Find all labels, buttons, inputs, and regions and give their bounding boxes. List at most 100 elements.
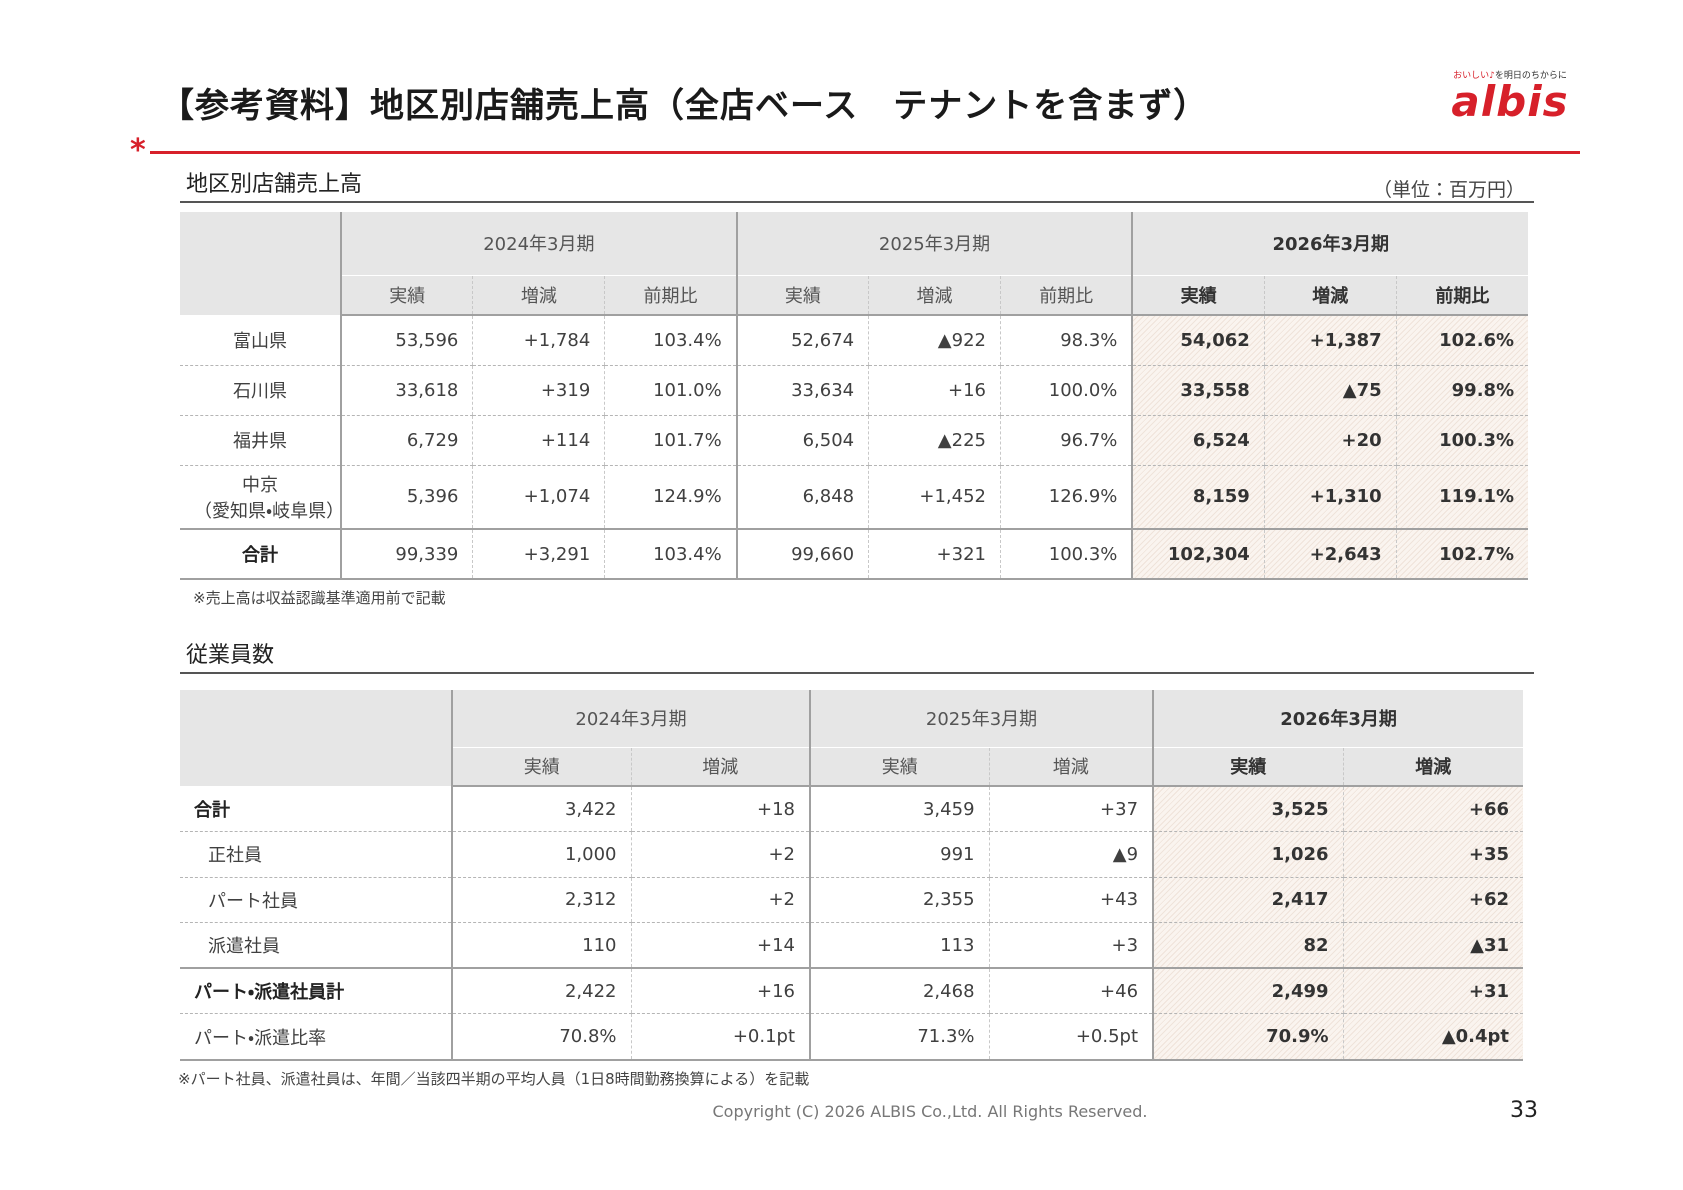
cell: 102,304: [1131, 528, 1265, 580]
table-body: 富山県 53,596 +1,784 103.4% 52,674 ▲922 98.3% 54,0…: [180, 315, 1529, 580]
data-row: パート社員 2,312 +2 2,355 +43 2,417 +62: [180, 877, 1524, 924]
subheader: 実績: [1131, 275, 1265, 316]
cell: 1,000: [451, 831, 631, 878]
cell: +43: [988, 877, 1154, 924]
cell: 70.8%: [451, 1013, 631, 1061]
logo-name: albis: [1451, 77, 1569, 126]
row-label: パート・派遣比率: [180, 1013, 452, 1061]
subheader: 増減: [630, 747, 811, 787]
cell: 6,729: [340, 415, 473, 466]
cell: 33,558: [1131, 365, 1265, 416]
unit: （単位：百万円）: [1372, 179, 1525, 201]
copyright: Copyright (C) 2026 ALBIS Co.,Ltd. All Ri…: [712, 1102, 1148, 1121]
row-label-line: 合計: [194, 799, 230, 821]
cell: 6,524: [1131, 415, 1265, 466]
cell: 99,660: [735, 528, 869, 580]
subheader-row: 実績 増減 前期比 実績 増減 前期比 実績 増減 前期比: [180, 275, 1529, 316]
row-label-line: （愛知県・岐阜県）: [194, 500, 345, 522]
subheader-row: 実績 増減 実績 増減 実績 増減: [180, 747, 1524, 787]
cell: 2,417: [1152, 877, 1344, 924]
row-label-line: 福井県: [233, 431, 287, 452]
row-label-line: 派遣社員: [208, 936, 280, 958]
table-head: 2024年3月期 2025年3月期 2026年3月期 実績 増減 実績 増減 実績 増減: [180, 690, 1524, 787]
cell: +62: [1342, 877, 1524, 924]
corner: [180, 212, 341, 316]
subheader: 増減: [988, 747, 1154, 787]
cell: 54,062: [1131, 315, 1265, 366]
table-body: 合計 3,422 +18 3,459 +37 3,525 +66 正社員 1,000 +2 991 ▲…: [180, 786, 1524, 1061]
row-label: 正社員: [180, 831, 452, 878]
cell: ▲0.4pt: [1342, 1013, 1524, 1061]
cell: 110: [451, 922, 631, 969]
cell: ▲225: [868, 415, 1001, 466]
cell: ▲922: [868, 315, 1001, 366]
period-header: 2026年3月期: [1131, 212, 1529, 276]
row-label-line: 正社員: [208, 845, 262, 867]
note: ※パート社員、派遣社員は、年間／当該四半期の平均人員（1日8時間勤務換算による）…: [178, 1070, 810, 1088]
cell: 2,422: [451, 967, 631, 1015]
cell: +1,452: [868, 465, 1001, 530]
cell: 99.8%: [1395, 365, 1529, 416]
cell: 102.7%: [1395, 528, 1529, 580]
cell: 6,504: [735, 415, 869, 466]
cell: 82: [1152, 922, 1344, 969]
cell: +20: [1263, 415, 1397, 466]
cell: ▲75: [1263, 365, 1397, 416]
cell: 3,459: [809, 786, 990, 833]
cell: 100.3%: [1395, 415, 1529, 466]
row-label-line: 富山県: [233, 331, 287, 352]
data-row: 合計 99,339 +3,291 103.4% 99,660 +321 100.3% 102,…: [180, 528, 1529, 580]
cell: +18: [630, 786, 811, 833]
cell: +14: [630, 922, 811, 969]
cell: +1,310: [1263, 465, 1397, 530]
cell: 98.3%: [999, 315, 1133, 366]
row-label: パート・派遣社員計: [180, 967, 452, 1015]
row-label-line: パート社員: [208, 890, 298, 912]
data-row: 中京 （愛知県・岐阜県） 5,396 +1,074 124.9% 6,848 +1,452 1…: [180, 465, 1529, 530]
subheader: 前期比: [1395, 275, 1529, 316]
period-header: 2025年3月期: [809, 690, 1154, 748]
cell: +0.1pt: [630, 1013, 811, 1061]
cell: 2,312: [451, 877, 631, 924]
cell: 1,026: [1152, 831, 1344, 878]
subheader: 前期比: [604, 275, 737, 316]
cell: ▲9: [988, 831, 1154, 878]
data-row: 正社員 1,000 +2 991 ▲9 1,026 +35: [180, 831, 1524, 878]
data-row: 福井県 6,729 +114 101.7% 6,504 ▲225 96.7% 6,524 +20…: [180, 415, 1529, 466]
subheader: 実績: [340, 275, 473, 316]
cell: 101.0%: [604, 365, 737, 416]
cell: +2: [630, 877, 811, 924]
subheader: 実績: [1152, 747, 1344, 787]
row-label-line: 石川県: [233, 381, 287, 402]
row-label: 派遣社員: [180, 922, 452, 969]
row-label-line: 合計: [242, 545, 278, 566]
cell: 99,339: [340, 528, 473, 580]
cell: +3,291: [472, 528, 605, 580]
data-row: パート・派遣比率 70.8% +0.1pt 71.3% +0.5pt 70.9% ▲0.4p…: [180, 1013, 1524, 1061]
cell: 3,422: [451, 786, 631, 833]
note: ※売上高は収益認識基準適用前で記載: [193, 589, 446, 607]
subheader: 実績: [451, 747, 631, 787]
tagline-a: おいしい: [1453, 71, 1490, 81]
cell: 126.9%: [999, 465, 1133, 530]
cell: 52,674: [735, 315, 869, 366]
title-rule: [150, 151, 1580, 154]
cell: 8,159: [1131, 465, 1265, 530]
cell: 2,355: [809, 877, 990, 924]
period-header: 2024年3月期: [450, 690, 811, 748]
logo-tagline: おいしい♪を明日のちからに: [1445, 68, 1575, 81]
subheader: 実績: [735, 275, 869, 316]
subheader: 前期比: [999, 275, 1133, 316]
data-row: 石川県 33,618 +319 101.0% 33,634 +16 100.0% 33,558…: [180, 365, 1529, 416]
header-row: 2024年3月期 2025年3月期 2026年3月期: [180, 212, 1529, 316]
logo: おいしい♪を明日のちからに albis: [1445, 68, 1575, 123]
row-label-line: パート・派遣社員計: [194, 982, 345, 1004]
employees-table: 2024年3月期 2025年3月期 2026年3月期 実績 増減 実績 増減 実績 増減合計 3,…: [180, 690, 1524, 1061]
star-mark: *: [130, 133, 146, 168]
sales-table: 2024年3月期 2025年3月期 2026年3月期 実績 増減 前期比 実績 増減 前期比 実績…: [180, 212, 1529, 580]
cell: 101.7%: [604, 415, 737, 466]
cell: 991: [809, 831, 990, 878]
cell: 33,634: [735, 365, 869, 416]
cell: 103.4%: [604, 315, 737, 366]
row-label-line: 中京: [242, 474, 278, 496]
